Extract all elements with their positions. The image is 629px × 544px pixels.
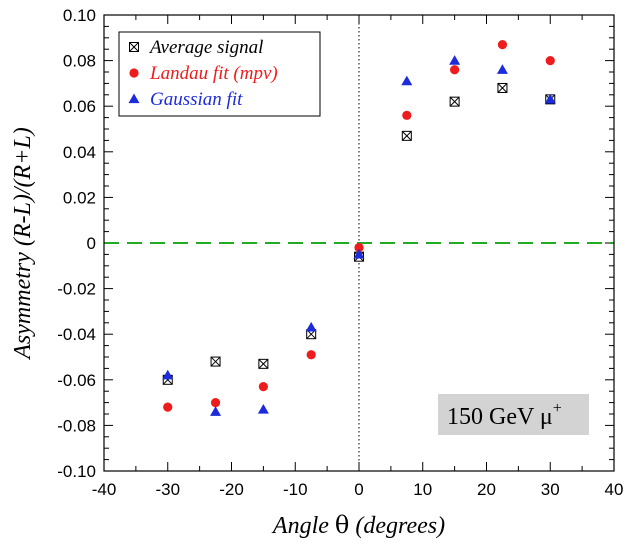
data-point-circle bbox=[210, 398, 221, 408]
annotation-particle: μ bbox=[540, 404, 553, 430]
beam-annotation: 150 GeV μ+ bbox=[438, 394, 589, 435]
annotation-prefix: 150 GeV bbox=[447, 404, 540, 430]
x-axis-label-symbol: θ bbox=[335, 511, 349, 539]
data-point-crossed-square bbox=[497, 82, 508, 93]
data-point-crossed-square bbox=[258, 358, 269, 369]
y-tick-label: -0.06 bbox=[57, 371, 96, 390]
data-point-triangle bbox=[257, 403, 269, 414]
annotation-text: 150 GeV μ+ bbox=[447, 400, 562, 430]
data-point-circle bbox=[402, 110, 412, 120]
y-axis-label: Asymmetry (R-L)/(R+L) bbox=[10, 127, 36, 360]
y-tick-label: -0.02 bbox=[57, 280, 96, 299]
x-tick-label: 30 bbox=[541, 480, 560, 499]
series-triangle bbox=[162, 55, 556, 416]
data-point-circle bbox=[545, 56, 555, 66]
annotation-superscript: + bbox=[553, 400, 562, 417]
data-point-circle bbox=[354, 242, 364, 253]
x-tick-label: 10 bbox=[413, 480, 432, 499]
legend-marker-crossed-square bbox=[129, 42, 139, 52]
x-tick-label: -10 bbox=[283, 480, 308, 499]
data-point-circle bbox=[258, 382, 268, 392]
x-axis-label: Angle θ (degrees) bbox=[271, 511, 445, 539]
data-point-circle bbox=[306, 350, 316, 360]
data-point-circle bbox=[450, 65, 460, 75]
y-tick-label: 0.08 bbox=[63, 52, 96, 71]
x-axis-label-suffix: (degrees) bbox=[349, 513, 445, 539]
x-axis-label-prefix: Angle bbox=[271, 513, 335, 539]
axis-ticks: -40 -30 -20 -10 0 10 20 30 40 -0.10 -0.08 -0.06 -0.0… bbox=[57, 6, 623, 499]
x-tick-label: -30 bbox=[155, 480, 180, 499]
legend-label: Landau fit (mpv) bbox=[149, 63, 278, 84]
data-point-triangle bbox=[544, 93, 556, 104]
y-tick-label: -0.10 bbox=[57, 462, 96, 481]
plot-frame bbox=[103, 14, 615, 472]
legend-box bbox=[118, 31, 321, 117]
legend: Average signal Landau fit (mpv) Gaussian f… bbox=[118, 31, 321, 117]
y-tick-label: 0.02 bbox=[63, 188, 96, 207]
legend-marker-triangle bbox=[128, 93, 140, 104]
legend-marker-circle bbox=[129, 68, 139, 78]
y-tick-label: 0.04 bbox=[63, 143, 96, 162]
series-circle bbox=[163, 40, 555, 412]
data-point-circle bbox=[163, 402, 173, 412]
data-point-triangle bbox=[496, 64, 508, 74]
y-tick-label: 0 bbox=[87, 234, 96, 253]
x-tick-label: -40 bbox=[92, 480, 117, 499]
data-points bbox=[162, 40, 556, 416]
data-point-triangle bbox=[305, 321, 317, 332]
x-tick-label: 40 bbox=[605, 480, 624, 499]
y-tick-label: 0.10 bbox=[63, 6, 96, 25]
data-point-triangle bbox=[162, 369, 174, 380]
data-point-crossed-square bbox=[449, 96, 460, 107]
data-point-crossed-square bbox=[210, 356, 221, 367]
data-point-circle bbox=[497, 40, 508, 50]
data-point-triangle bbox=[449, 55, 461, 65]
annotation-box bbox=[438, 394, 589, 435]
data-point-triangle bbox=[353, 248, 365, 259]
legend-label: Gaussian fit bbox=[150, 89, 243, 110]
data-point-crossed-square bbox=[401, 130, 412, 141]
y-tick-label: 0.06 bbox=[63, 97, 96, 116]
x-tick-label: 0 bbox=[354, 480, 363, 499]
x-tick-label: 20 bbox=[477, 480, 496, 499]
data-point-triangle bbox=[210, 406, 222, 416]
data-point-triangle bbox=[401, 75, 413, 86]
legend-label: Average signal bbox=[148, 37, 263, 58]
x-tick-label: -20 bbox=[219, 480, 244, 499]
y-tick-label: -0.08 bbox=[57, 416, 96, 435]
y-tick-label: -0.04 bbox=[57, 325, 96, 344]
